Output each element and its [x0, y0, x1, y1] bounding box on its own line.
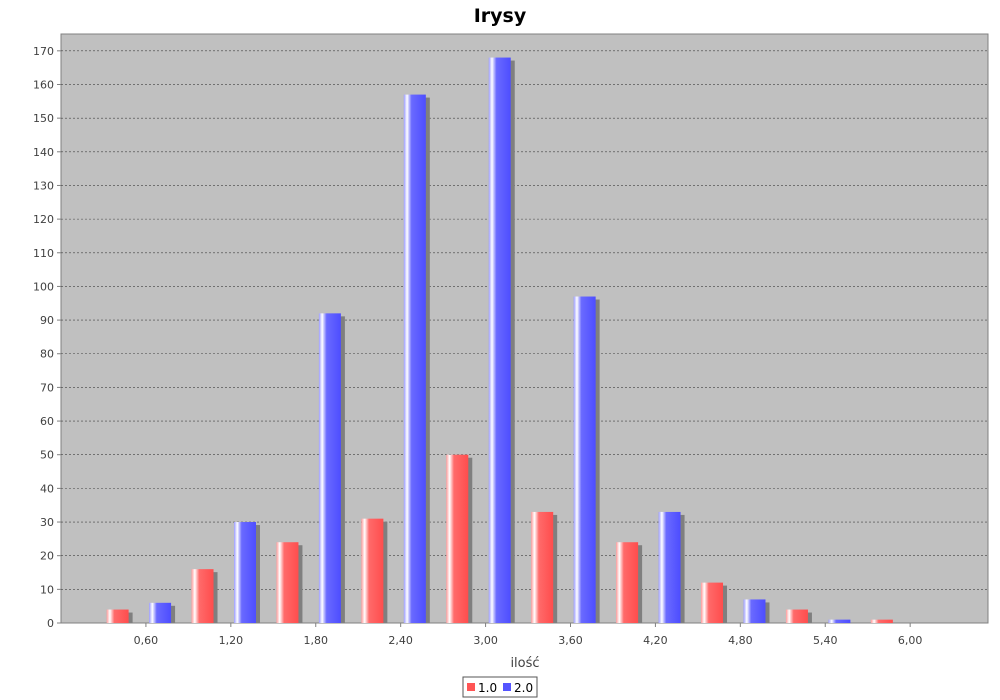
- bar-2.0: [743, 599, 766, 623]
- bar-1.0: [446, 454, 469, 623]
- y-tick-label: 30: [40, 516, 54, 529]
- x-axis: 0,60 1,20 1,80 2,40 3,00 3,60 4,20 4,80 5,40 6,00: [134, 623, 923, 647]
- plot-area: [60, 33, 989, 624]
- y-tick-label: 60: [40, 415, 54, 428]
- bar-2.0: [233, 522, 256, 623]
- y-tick-label: 70: [40, 381, 54, 394]
- y-tick-label: 110: [33, 247, 54, 260]
- bar-1.0: [616, 542, 639, 623]
- x-tick-label: 1,80: [303, 634, 328, 647]
- legend-swatch-1: [467, 683, 475, 691]
- y-tick-label: 40: [40, 482, 54, 495]
- y-tick-label: 160: [33, 78, 54, 91]
- legend-label-2: 2.0: [514, 681, 533, 695]
- y-tick-label: 20: [40, 550, 54, 563]
- bar-1.0: [191, 569, 214, 623]
- bar-1.0: [531, 511, 554, 623]
- chart-title: Irysy: [474, 5, 527, 27]
- bar-1.0: [870, 619, 893, 623]
- x-tick-label: 3,00: [473, 634, 498, 647]
- legend: 1.0 2.0: [462, 676, 538, 698]
- y-tick-label: 130: [33, 179, 54, 192]
- x-tick-label: 6,00: [898, 634, 923, 647]
- bar-2.0: [318, 313, 341, 623]
- y-tick-label: 90: [40, 314, 54, 327]
- y-axis: 0 10 20 30 40 50 60 70 80 90 100 110 120 130 140 150 160…: [33, 45, 61, 630]
- x-tick-label: 0,60: [134, 634, 159, 647]
- y-tick-label: 80: [40, 348, 54, 361]
- bars: [106, 57, 893, 624]
- bar-1.0: [701, 582, 724, 623]
- y-tick-label: 140: [33, 146, 54, 159]
- bar-2.0: [658, 511, 681, 623]
- bar-2.0: [828, 619, 851, 623]
- y-tick-label: 150: [33, 112, 54, 125]
- bar-1.0: [361, 518, 384, 623]
- y-tick-label: 170: [33, 45, 54, 58]
- legend-swatch-2: [503, 683, 511, 691]
- legend-label-1: 1.0: [478, 681, 497, 695]
- bar-2.0: [403, 94, 426, 623]
- y-tick-label: 0: [47, 617, 54, 630]
- bar-2.0: [573, 296, 596, 623]
- x-tick-label: 3,60: [558, 634, 583, 647]
- bar-1.0: [785, 609, 808, 623]
- x-tick-label: 2,40: [388, 634, 413, 647]
- x-axis-label: ilość: [510, 656, 539, 671]
- bar-1.0: [106, 609, 129, 623]
- bar-2.0: [149, 602, 172, 623]
- y-tick-label: 100: [33, 280, 54, 293]
- legend-box: [462, 676, 538, 698]
- x-tick-label: 1,20: [219, 634, 244, 647]
- x-tick-label: 5,40: [813, 634, 838, 647]
- y-tick-label: 50: [40, 449, 54, 462]
- y-tick-label: 120: [33, 213, 54, 226]
- bar-2.0: [488, 57, 511, 624]
- x-tick-label: 4,80: [728, 634, 753, 647]
- bar-1.0: [276, 542, 299, 623]
- y-tick-label: 10: [40, 583, 54, 596]
- x-tick-label: 4,20: [643, 634, 668, 647]
- grid-lines: [61, 50, 988, 590]
